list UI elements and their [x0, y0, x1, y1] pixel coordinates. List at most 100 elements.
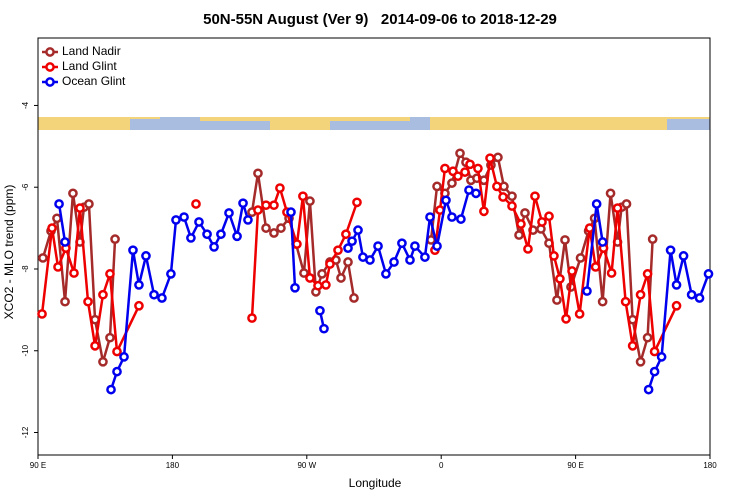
x-axis-label: Longitude — [349, 476, 402, 490]
data-point — [440, 163, 450, 174]
data-point — [347, 236, 357, 247]
data-point — [336, 273, 346, 283]
data-point — [432, 241, 442, 251]
x-tick-label: 180 — [166, 461, 180, 470]
data-point — [703, 269, 714, 279]
data-point — [493, 152, 503, 163]
data-point — [191, 199, 201, 209]
data-point — [305, 196, 315, 206]
data-point — [186, 233, 196, 243]
data-point — [194, 217, 204, 227]
data-point — [441, 195, 451, 206]
series-line — [57, 203, 67, 243]
data-point — [656, 352, 667, 362]
x-tick-label: 0 — [439, 461, 444, 470]
data-point — [694, 293, 705, 303]
plot-frame — [37, 37, 711, 456]
data-point — [341, 229, 351, 240]
legend-label: Land Nadir — [62, 44, 121, 58]
data-point — [261, 200, 271, 211]
data-point — [647, 234, 658, 244]
data-point — [397, 238, 407, 249]
chart-title: 50N-55N August (Ver 9) 2014-09-06 to 201… — [203, 11, 557, 28]
data-point — [523, 244, 533, 254]
data-point — [574, 309, 585, 319]
data-point — [84, 199, 94, 209]
data-point — [243, 215, 253, 225]
data-point — [315, 305, 325, 316]
series-line — [109, 202, 250, 390]
data-point — [643, 384, 654, 395]
data-point — [90, 340, 100, 351]
data-point — [365, 255, 375, 265]
data-point — [627, 340, 638, 351]
data-point — [333, 245, 343, 256]
data-point — [432, 181, 442, 192]
data-point — [298, 191, 308, 202]
data-point — [68, 188, 78, 199]
data-point — [343, 243, 353, 253]
data-point — [290, 282, 300, 293]
legend-marker — [45, 47, 55, 57]
data-point — [53, 262, 63, 272]
data-point — [465, 159, 475, 170]
data-point — [119, 352, 129, 362]
data-point — [567, 266, 577, 276]
x-tick-label: 90 W — [297, 461, 316, 470]
data-point — [317, 269, 327, 279]
data-point — [492, 181, 502, 192]
data-point — [591, 199, 602, 209]
data-point — [261, 223, 271, 233]
data-point — [105, 332, 115, 343]
data-point — [575, 253, 586, 263]
data-point — [232, 231, 242, 242]
data-point — [69, 268, 79, 278]
data-point — [549, 251, 559, 261]
data-point — [343, 257, 353, 267]
data-point — [530, 191, 540, 202]
series-line — [429, 150, 654, 363]
data-point — [60, 296, 70, 307]
data-point — [514, 230, 524, 240]
data-point — [498, 192, 508, 202]
data-point — [507, 191, 517, 202]
legend-label: Ocean Glint — [62, 74, 126, 88]
data-point — [253, 168, 263, 179]
data-point — [299, 268, 309, 278]
data-point — [507, 201, 517, 211]
data-point — [612, 203, 623, 213]
data-point — [275, 183, 285, 193]
legend-marker — [45, 62, 55, 72]
data-point — [349, 293, 359, 303]
data-point — [671, 280, 682, 290]
data-point — [179, 212, 189, 222]
data-point — [141, 251, 151, 261]
map-strip — [38, 117, 710, 130]
data-point — [621, 199, 632, 209]
data-point — [128, 245, 138, 256]
data-point — [561, 314, 571, 324]
legend-label: Land Glint — [62, 59, 117, 73]
data-point — [134, 280, 144, 290]
data-point — [171, 215, 181, 225]
data-point — [47, 223, 57, 233]
y-axis-label: XCO2 - MLO trend (ppm) — [2, 185, 16, 320]
data-point — [456, 214, 466, 224]
data-point — [60, 237, 70, 247]
data-point — [166, 269, 176, 279]
data-point — [276, 223, 286, 233]
data-point — [544, 211, 554, 222]
data-point — [253, 205, 263, 215]
data-point — [134, 300, 144, 311]
data-point — [38, 253, 48, 263]
data-point — [389, 257, 399, 267]
data-point — [157, 293, 167, 303]
data-point — [686, 289, 697, 300]
data-point — [642, 269, 653, 279]
data-point — [425, 212, 435, 222]
data-point — [202, 229, 212, 240]
data-point — [352, 197, 362, 208]
data-point — [635, 289, 646, 300]
data-point — [373, 241, 383, 251]
series-line — [40, 207, 141, 357]
